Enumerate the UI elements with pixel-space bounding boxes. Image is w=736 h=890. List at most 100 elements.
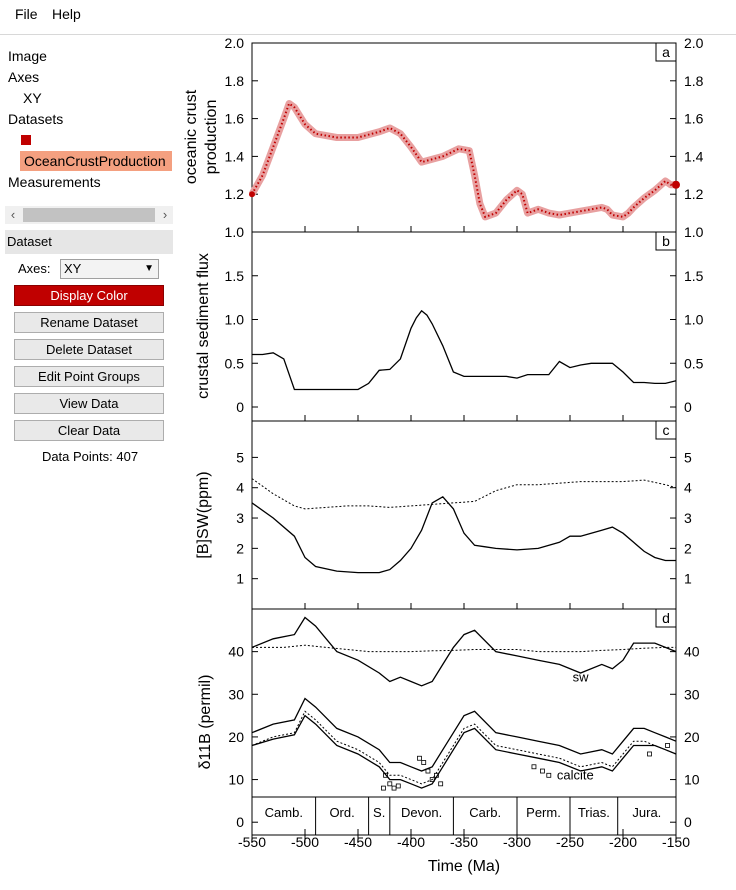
measurement-marker <box>387 781 393 787</box>
panel-b-ylabel: crustal sediment flux <box>195 253 212 399</box>
scrollbar-thumb[interactable] <box>23 208 155 222</box>
ytick-label-right: 40 <box>684 644 700 660</box>
ytick-label-right: 1.6 <box>684 111 704 127</box>
axes-select[interactable]: XY ▼ <box>60 259 159 279</box>
period-label: S. <box>373 805 385 820</box>
ytick-label-left: 1.2 <box>225 186 245 202</box>
ytick-label-right: 2 <box>684 540 692 556</box>
panel-a-ylabel: oceanic crust production <box>183 89 220 184</box>
panel-c-letter-box <box>655 420 677 440</box>
xtick-label: -300 <box>503 834 531 850</box>
measurement-marker <box>381 785 386 791</box>
ylabel-line: δ11B (permil) <box>197 675 214 770</box>
ytick-label-right: 1 <box>684 571 692 587</box>
dataset-section-header: Dataset <box>5 230 173 254</box>
ytick-label-left: 1.5 <box>225 268 245 284</box>
ytick-label-right: 5 <box>684 449 692 465</box>
measurement-marker <box>429 777 435 782</box>
series-boron-sw-dotted <box>251 478 677 510</box>
measurement-marker <box>531 764 537 770</box>
delete-dataset-button[interactable]: Delete Dataset <box>14 339 164 360</box>
panel-a-frame <box>251 42 677 233</box>
series-ocean-crust-halo <box>248 100 676 221</box>
scroll-left-icon[interactable]: ‹ <box>10 207 16 222</box>
tree-item-dataset-label: OceanCrustProduction <box>24 153 166 169</box>
panel-a-letter: a <box>662 44 670 60</box>
xtick-label: -500 <box>291 834 319 850</box>
measurement-marker <box>417 755 422 761</box>
ytick-label-right: 1.2 <box>684 186 704 202</box>
ytick-label-left: 30 <box>228 686 244 702</box>
tree-item-datasets[interactable]: Datasets <box>8 111 64 127</box>
series-d11b-calcite <box>251 714 677 789</box>
ytick-label-right: 1.5 <box>684 268 704 284</box>
xtick-label: -400 <box>397 834 425 850</box>
panel-c-frame <box>251 420 677 610</box>
ytick-label-left: 4 <box>236 480 244 496</box>
measurement-marker <box>540 768 545 774</box>
panel-c-letter: c <box>663 422 670 438</box>
period-label: Carb. <box>469 805 501 820</box>
period-label: Perm. <box>526 805 561 820</box>
ytick-label-left: 40 <box>228 644 244 660</box>
period-label: Jura. <box>632 805 661 820</box>
tree-horizontal-scrollbar[interactable]: ‹ › <box>5 206 173 224</box>
ytick-label-right: 10 <box>684 772 700 788</box>
ytick-label-right: 3 <box>684 510 692 526</box>
ytick-label-right: 2.0 <box>684 35 704 51</box>
ytick-label-right: 1.0 <box>684 312 704 328</box>
ylabel-line: oceanic crust <box>183 89 200 184</box>
measurement-marker <box>546 772 552 778</box>
edit-point-groups-button[interactable]: Edit Point Groups <box>14 366 164 387</box>
ytick-label-right: 0.5 <box>684 355 704 371</box>
period-label: Devon. <box>401 805 442 820</box>
xtick-label: -350 <box>450 834 478 850</box>
series-d11b-mid-dotted <box>251 710 677 785</box>
clear-data-button[interactable]: Clear Data <box>14 420 164 441</box>
panel-a-letter-box <box>655 42 677 62</box>
measurement-marker <box>421 760 427 765</box>
tree-item-dataset-selected[interactable] <box>20 151 172 171</box>
series-d11b-sw-dotted <box>252 644 676 653</box>
view-data-button[interactable]: View Data <box>14 393 164 414</box>
dataset-endpoint-marker <box>672 180 680 189</box>
dataset-color-swatch <box>21 135 31 145</box>
panel-b-frame <box>251 231 677 422</box>
chevron-down-icon: ▼ <box>144 263 154 274</box>
tree-item-measurements[interactable]: Measurements <box>8 174 101 190</box>
ytick-label-right: 1.8 <box>684 73 704 89</box>
period-band <box>252 796 676 835</box>
series-d11b-sw <box>251 616 677 687</box>
xtick-label: -450 <box>344 834 372 850</box>
series-ocean-crust-production <box>251 101 676 219</box>
tree-item-axes[interactable]: Axes <box>8 69 40 85</box>
ytick-label-right: 0 <box>684 814 692 830</box>
measurement-marker <box>647 751 652 757</box>
scroll-right-icon[interactable]: › <box>162 207 168 222</box>
ytick-label-left: 5 <box>236 449 244 465</box>
ytick-label-right: 4 <box>684 480 692 496</box>
ytick-label-right: 0 <box>684 399 692 415</box>
ytick-label-right: 30 <box>684 686 700 702</box>
display-color-button[interactable]: Display Color <box>14 285 164 306</box>
menu-file[interactable]: File <box>15 6 38 22</box>
measurement-marker <box>395 783 401 789</box>
panel-d-letter-box <box>655 608 677 628</box>
panel-b-letter-box <box>655 231 677 251</box>
series-sediment-flux <box>252 309 677 391</box>
tree-item-image[interactable]: Image <box>8 48 47 64</box>
x-axis-label: Time (Ma) <box>428 858 500 875</box>
figure-canvas[interactable]: a 2.0 2.0 1.8 1.8 1.6 1.6 1.4 1.4 1.2 1.2 1.0 1.0 b 1.… <box>178 35 736 890</box>
ytick-label-left: 2.0 <box>225 35 245 51</box>
menu-help[interactable]: Help <box>52 6 81 22</box>
xtick-label: -150 <box>662 834 690 850</box>
ytick-label-left: 20 <box>228 729 244 745</box>
rename-dataset-button[interactable]: Rename Dataset <box>14 312 164 333</box>
ytick-label-left: 2 <box>236 540 244 556</box>
ytick-label-left: 1.4 <box>225 148 245 164</box>
tree-item-axes-xy[interactable]: XY <box>23 90 42 106</box>
ytick-label-right: 20 <box>684 729 700 745</box>
period-label: Trias. <box>578 805 610 820</box>
axes-select-value: XY <box>64 261 82 276</box>
xtick-label: -250 <box>556 834 584 850</box>
